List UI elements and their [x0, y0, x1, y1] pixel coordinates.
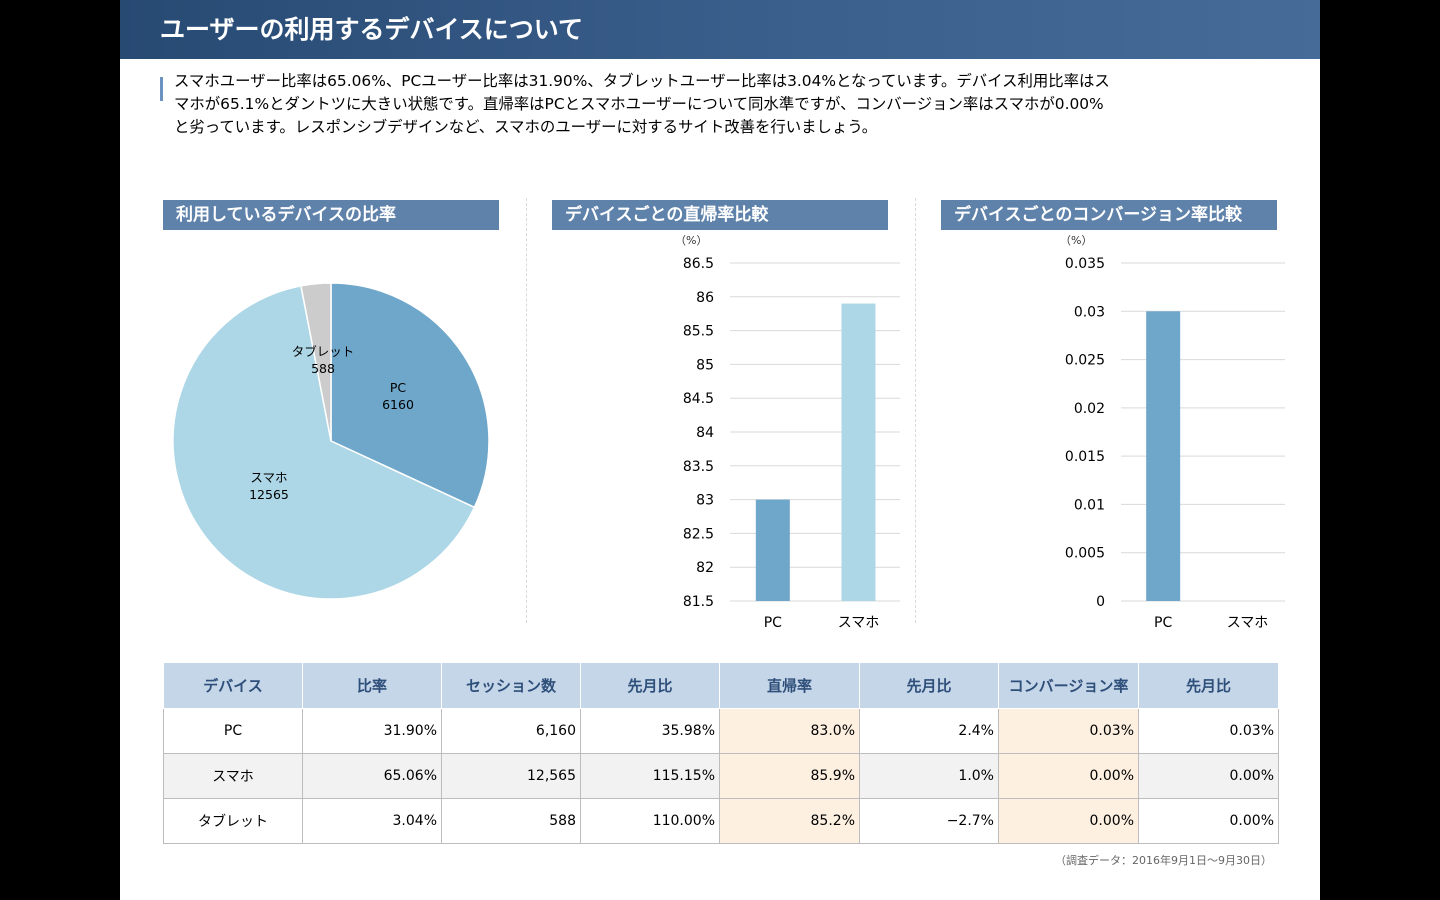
- source-note: （調査データ：2016年9月1日～9月30日）: [1055, 854, 1272, 867]
- cell-sessions: 6,160: [441, 708, 581, 754]
- y-tick-label: 84: [696, 425, 714, 441]
- table-row: タブレット 3.04% 588 110.00% 85.2% −2.7% 0.00…: [163, 798, 1279, 844]
- y-tick-label: 0.03: [1074, 304, 1105, 320]
- summary-line: マホが65.1%とダントツに大きい状態です。直帰率はPCとスマホユーザーについて…: [174, 95, 1104, 113]
- x-tick-label: スマホ: [838, 615, 880, 631]
- bounce-chart-title: デバイスごとの直帰率比較: [552, 200, 888, 230]
- pie-value-label: 12565: [249, 487, 289, 502]
- y-axis-unit-label: （%）: [675, 234, 707, 247]
- table-header-row: デバイス 比率 セッション数 先月比 直帰率 先月比 コンバージョン率 先月比: [163, 662, 1279, 709]
- cell-sessions-mom: 35.98%: [580, 708, 720, 754]
- pie-label: タブレット: [292, 344, 355, 359]
- header-conversion-mom: 先月比: [1138, 662, 1279, 709]
- cell-conversion: 0.00%: [998, 798, 1139, 844]
- summary-line: と劣っています。レスポンシブデザインなど、スマホのユーザーに対するサイト改善を行…: [174, 118, 878, 136]
- report-slide: ユーザーの利用するデバイスについて スマホユーザー比率は65.06%、PCユーザ…: [120, 0, 1320, 900]
- cell-bounce-mom: −2.7%: [859, 798, 999, 844]
- cell-conversion: 0.00%: [998, 753, 1139, 799]
- header-conversion: コンバージョン率: [998, 662, 1139, 709]
- y-tick-label: 85: [696, 357, 714, 373]
- header-bounce-mom: 先月比: [859, 662, 999, 709]
- summary-text: スマホユーザー比率は65.06%、PCユーザー比率は31.90%、タブレットユー…: [174, 70, 1274, 139]
- cell-share: 31.90%: [302, 708, 442, 754]
- title-bar: ユーザーの利用するデバイスについて: [120, 0, 1320, 59]
- chart-divider: [915, 198, 916, 623]
- cell-bounce-mom: 2.4%: [859, 708, 999, 754]
- pie-slice: [330, 282, 490, 509]
- cell-conversion: 0.03%: [998, 708, 1139, 754]
- pie-slice: [172, 284, 476, 600]
- pie-value-label: 6160: [382, 397, 414, 412]
- cell-device: タブレット: [163, 798, 303, 844]
- y-tick-label: 83.5: [683, 459, 714, 475]
- y-tick-label: 82: [696, 560, 714, 576]
- cell-sessions: 588: [441, 798, 581, 844]
- cell-device: PC: [163, 708, 303, 754]
- y-tick-label: 84.5: [683, 391, 714, 407]
- y-tick-label: 82.5: [683, 526, 714, 542]
- cell-sessions: 12,565: [441, 753, 581, 799]
- y-tick-label: 81.5: [683, 594, 714, 610]
- x-tick-label: PC: [764, 615, 782, 631]
- chart-divider: [526, 198, 527, 623]
- pie-label: PC: [390, 380, 407, 395]
- table-row: スマホ 65.06% 12,565 115.15% 85.9% 1.0% 0.0…: [163, 753, 1279, 799]
- y-tick-label: 0.015: [1065, 449, 1105, 465]
- y-axis-unit-label: （%）: [1060, 234, 1092, 247]
- y-tick-label: 0.035: [1065, 256, 1105, 272]
- conversion-chart-title: デバイスごとのコンバージョン率比較: [941, 200, 1277, 230]
- bounce-rate-bar-chart: （%） 81.5 82 82.5 83 83.5 84 84.5 85 85.5 86 86.5 PC ス…: [675, 234, 900, 631]
- header-sessions: セッション数: [441, 662, 581, 709]
- pie-label: スマホ: [250, 470, 287, 485]
- table-row: PC 31.90% 6,160 35.98% 83.0% 2.4% 0.03% …: [163, 708, 1279, 754]
- header-bounce: 直帰率: [719, 662, 860, 709]
- cell-share: 3.04%: [302, 798, 442, 844]
- cell-bounce-mom: 1.0%: [859, 753, 999, 799]
- summary-line: スマホユーザー比率は65.06%、PCユーザー比率は31.90%、タブレットユー…: [174, 72, 1110, 90]
- bar: [841, 303, 876, 601]
- cell-bounce: 83.0%: [719, 708, 860, 754]
- cell-share: 65.06%: [302, 753, 442, 799]
- y-tick-label: 0.01: [1074, 497, 1105, 513]
- x-tick-label: スマホ: [1227, 615, 1269, 631]
- pie-value-label: 588: [311, 361, 335, 376]
- cell-conversion-mom: 0.00%: [1138, 753, 1279, 799]
- y-tick-label: 0.025: [1065, 353, 1105, 369]
- header-share: 比率: [302, 662, 442, 709]
- y-tick-label: 0.02: [1074, 401, 1105, 417]
- pie-slice: [300, 282, 332, 442]
- page-title: ユーザーの利用するデバイスについて: [160, 15, 584, 44]
- y-tick-label: 0.005: [1065, 546, 1105, 562]
- cell-device: スマホ: [163, 753, 303, 799]
- header-device: デバイス: [163, 662, 303, 709]
- summary-accent-bar: [160, 77, 163, 101]
- pie-chart-title: 利用しているデバイスの比率: [163, 200, 499, 230]
- bar: [755, 499, 790, 601]
- device-share-pie-chart: PC 6160 スマホ 12565 タブレット 588: [172, 282, 490, 600]
- cell-sessions-mom: 110.00%: [580, 798, 720, 844]
- cell-conversion-mom: 0.03%: [1138, 708, 1279, 754]
- conversion-rate-bar-chart: （%） 0 0.005 0.01 0.015 0.02 0.025 0.03 0.035 PC スマ…: [1060, 234, 1285, 631]
- device-metrics-table: デバイス 比率 セッション数 先月比 直帰率 先月比 コンバージョン率 先月比 …: [163, 662, 1279, 844]
- header-sessions-mom: 先月比: [580, 662, 720, 709]
- cell-bounce: 85.9%: [719, 753, 860, 799]
- x-tick-label: PC: [1154, 615, 1172, 631]
- y-tick-label: 86.5: [683, 256, 714, 272]
- cell-conversion-mom: 0.00%: [1138, 798, 1279, 844]
- y-tick-label: 0: [1096, 594, 1105, 610]
- y-tick-label: 85.5: [683, 324, 714, 340]
- y-tick-label: 83: [696, 493, 714, 509]
- cell-bounce: 85.2%: [719, 798, 860, 844]
- cell-sessions-mom: 115.15%: [580, 753, 720, 799]
- y-tick-label: 86: [696, 290, 714, 306]
- bar: [1146, 311, 1181, 601]
